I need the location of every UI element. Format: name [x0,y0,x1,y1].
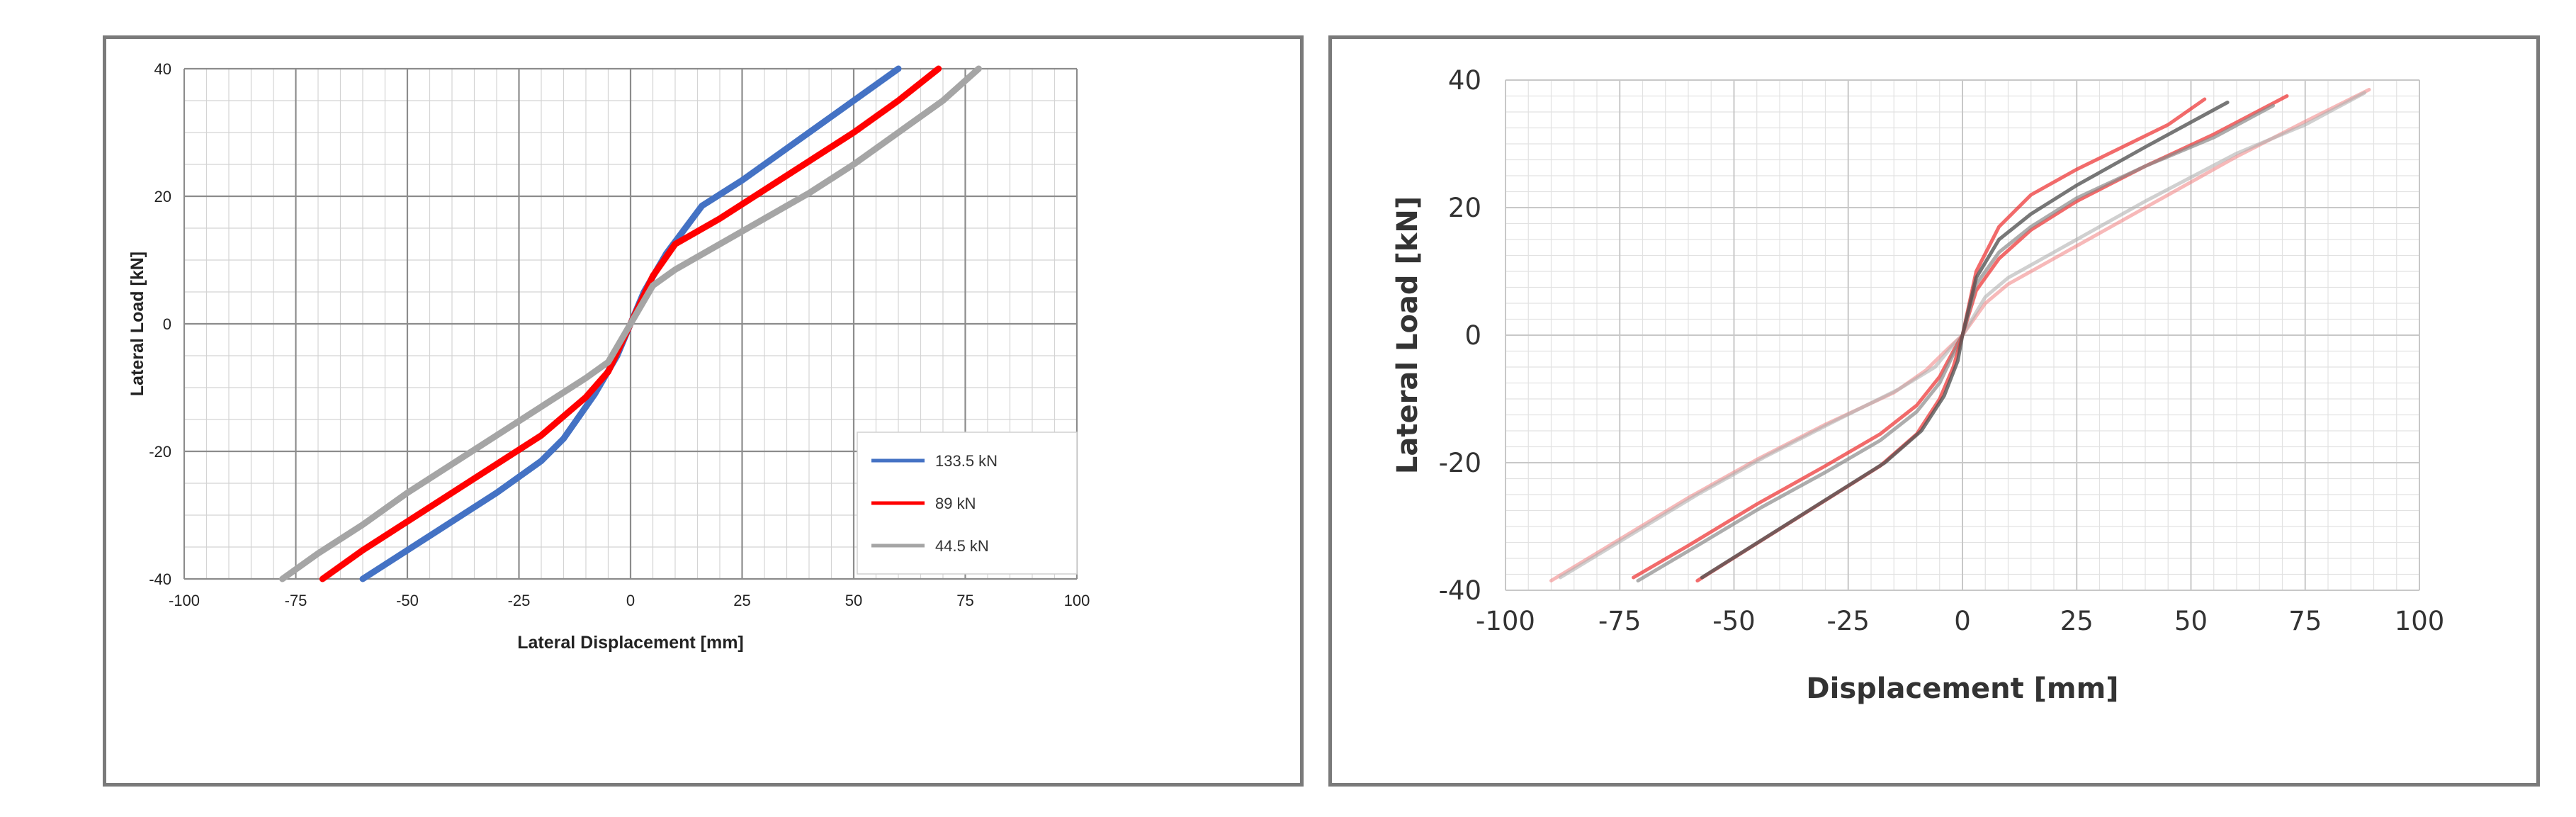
y-tick-label: 20 [154,188,171,205]
x-tick-label: -25 [508,592,531,609]
y-tick-label: -40 [1439,575,1481,606]
x-tick-label: 75 [2288,606,2322,636]
x-tick-label: 25 [2060,606,2094,636]
x-tick-label: -100 [169,592,200,609]
y-tick-label: -20 [1439,448,1481,478]
y-tick-label: 40 [1448,65,1481,96]
left-chart-panel: -100 -75 -50 -25 0 25 50 75 100 40 20 0 -20 -40 Latera… [103,35,1304,787]
x-tick-label: -75 [1598,606,1641,636]
legend-entry: 133.5 kN [935,452,998,470]
series-line-3 [279,65,982,582]
x-tick-label: 100 [2395,606,2445,636]
x-tick-label: 0 [626,592,635,609]
right-chart-panel: -100 -75 -50 -25 0 25 50 75 100 40 20 0 -20 -40 Displa… [1328,35,2540,787]
x-tick-label: -50 [1712,606,1755,636]
legend-entry: 44.5 kN [935,537,989,555]
y-tick-label: 40 [154,60,171,78]
x-tick-label: -25 [1827,606,1870,636]
y-tick-label: 0 [1464,320,1481,351]
x-tick-label: -100 [1476,606,1535,636]
x-tick-label: -75 [285,592,307,609]
y-tick-label: -40 [149,570,171,588]
x-tick-label: 0 [1954,606,1971,636]
right-chart-svg: -100 -75 -50 -25 0 25 50 75 100 40 20 0 -20 -40 Displa… [1391,65,2445,705]
x-tick-label: -50 [396,592,419,609]
y-tick-label: 20 [1448,193,1481,223]
legend-entry: 89 kN [935,495,976,512]
series-line-6 [1700,101,2230,580]
x-tick-label: 75 [956,592,973,609]
y-tick-label: 0 [163,315,171,333]
left-chart-svg: -100 -75 -50 -25 0 25 50 75 100 40 20 0 -20 -40 Latera… [128,60,1090,653]
y-axis-title: Lateral Load [kN] [1391,196,1424,474]
x-tick-label: 100 [1064,592,1090,609]
x-tick-label: 50 [2174,606,2208,636]
x-tick-label: 50 [845,592,862,609]
x-axis-title: Lateral Displacement [mm] [517,633,744,653]
x-axis-title: Displacement [mm] [1806,672,2118,705]
y-axis-title: Lateral Load [kN] [128,252,147,396]
y-tick-label: -20 [149,443,171,461]
x-tick-label: 25 [733,592,750,609]
